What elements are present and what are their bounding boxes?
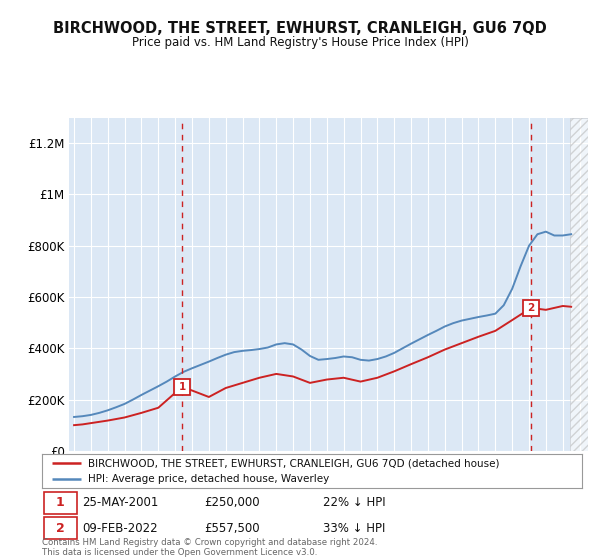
Text: 2: 2 bbox=[56, 522, 65, 535]
Text: 09-FEB-2022: 09-FEB-2022 bbox=[83, 522, 158, 535]
Text: £557,500: £557,500 bbox=[204, 522, 260, 535]
Text: 22% ↓ HPI: 22% ↓ HPI bbox=[323, 496, 385, 510]
Text: 1: 1 bbox=[56, 496, 65, 510]
FancyBboxPatch shape bbox=[44, 492, 77, 514]
Text: Price paid vs. HM Land Registry's House Price Index (HPI): Price paid vs. HM Land Registry's House … bbox=[131, 36, 469, 49]
Text: 25-MAY-2001: 25-MAY-2001 bbox=[83, 496, 159, 510]
Text: Contains HM Land Registry data © Crown copyright and database right 2024.
This d: Contains HM Land Registry data © Crown c… bbox=[42, 538, 377, 557]
Text: 33% ↓ HPI: 33% ↓ HPI bbox=[323, 522, 385, 535]
Text: BIRCHWOOD, THE STREET, EWHURST, CRANLEIGH, GU6 7QD (detached house): BIRCHWOOD, THE STREET, EWHURST, CRANLEIG… bbox=[88, 458, 499, 468]
Text: 1: 1 bbox=[179, 382, 186, 392]
Text: BIRCHWOOD, THE STREET, EWHURST, CRANLEIGH, GU6 7QD: BIRCHWOOD, THE STREET, EWHURST, CRANLEIG… bbox=[53, 21, 547, 36]
Text: 2: 2 bbox=[527, 303, 535, 313]
Text: HPI: Average price, detached house, Waverley: HPI: Average price, detached house, Wave… bbox=[88, 474, 329, 484]
FancyBboxPatch shape bbox=[44, 517, 77, 539]
Bar bbox=[570, 118, 590, 451]
Text: £250,000: £250,000 bbox=[204, 496, 260, 510]
